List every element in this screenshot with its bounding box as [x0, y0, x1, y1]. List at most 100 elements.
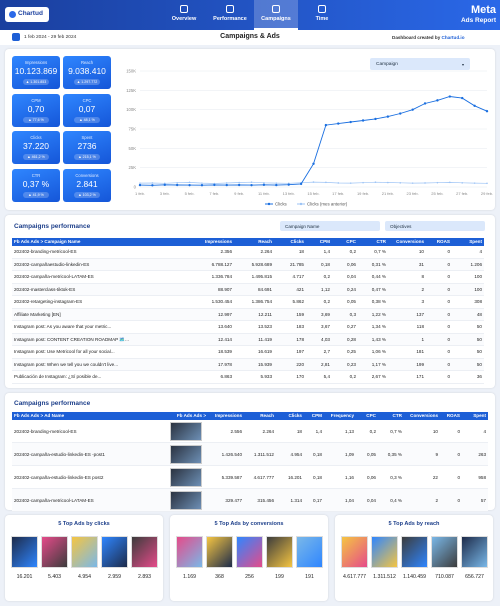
table-cell: 0: [447, 286, 450, 292]
campaign-dropdown[interactable]: [370, 58, 470, 70]
column-header[interactable]: Frequency: [324, 412, 356, 420]
calendar-icon[interactable]: [12, 33, 20, 41]
kpi-value: 37.220: [23, 141, 49, 151]
table-cell: 315.456: [257, 498, 274, 503]
data-point: [238, 181, 240, 184]
filter-label[interactable]: Campaign Name: [285, 224, 320, 229]
column-header[interactable]: CPM: [304, 412, 324, 420]
table-cell: 1,04: [345, 498, 354, 503]
row-bg: [12, 420, 488, 443]
table-cell: 1.386.754: [251, 299, 272, 304]
column-header[interactable]: ROAS: [426, 238, 452, 246]
credit-link[interactable]: Chartud.io: [441, 35, 465, 40]
tab-label[interactable]: Campaigns: [261, 16, 291, 22]
tab-icon: [180, 5, 188, 13]
table-cell: 0,2: [349, 374, 356, 379]
column-header[interactable]: CPM: [306, 238, 332, 246]
ad-thumbnail: [176, 536, 203, 568]
x-tick-label: 11 feb.: [258, 191, 270, 196]
row-name: 202402-campaña-estudio-linkedin-ES post2: [14, 475, 104, 480]
column-header[interactable]: Reach: [244, 412, 276, 420]
column-header[interactable]: Impressions: [190, 238, 234, 246]
toolbar: [0, 30, 500, 45]
table-cell: 1,09: [345, 452, 354, 457]
tab-label[interactable]: Overview: [171, 16, 197, 22]
table-cell: 0: [447, 261, 450, 267]
table-cell: 1,4: [323, 249, 330, 254]
table-cell: 0,06: [367, 475, 376, 480]
data-point: [448, 95, 452, 98]
column-header[interactable]: CTR: [358, 238, 388, 246]
table-cell: 4,03: [321, 336, 330, 342]
table-cell: 171: [416, 374, 424, 379]
ad-thumbnail: [170, 422, 202, 441]
kpi-label: Reach: [80, 60, 94, 65]
kpi-card: [63, 131, 111, 164]
row-name: Affiliate Marketing [EN]: [14, 311, 61, 317]
column-header[interactable]: Reach: [234, 238, 274, 246]
ad-value: 2.959: [108, 574, 121, 580]
logo-icon: [9, 11, 16, 18]
ad-thumbnail: [170, 468, 202, 487]
page-title: Campaigns & Ads: [220, 33, 280, 40]
column-header[interactable]: Fb Ads Ads > Campaign Name: [12, 238, 190, 246]
row-name: Instagram post: CONTENT CREATION ROADMAP…: [14, 336, 129, 342]
filter-dropdown[interactable]: [385, 221, 485, 231]
row-name: 202402-campaña-metricool-LATAM-ES: [14, 274, 94, 279]
ad-value: 5.403: [48, 574, 61, 580]
data-point: [263, 182, 265, 184]
ad-value: 368: [215, 574, 224, 580]
data-point: [399, 182, 402, 184]
data-point: [151, 184, 154, 187]
y-tick-label: 100K: [126, 107, 136, 112]
data-point: [337, 182, 340, 184]
table-cell: 13.523: [257, 324, 272, 329]
data-point: [299, 182, 303, 186]
column-header[interactable]: Spent: [452, 238, 484, 246]
dropdown-label[interactable]: Campaign: [376, 61, 398, 67]
table-cell: 5.933: [260, 374, 273, 379]
date-range[interactable]: 1 feb 2024 - 29 feb 2024: [24, 35, 77, 40]
kpi-value: 9.038.410: [68, 66, 106, 76]
column-header[interactable]: Clicks: [276, 412, 304, 420]
column-header[interactable]: Conversions: [388, 238, 426, 246]
data-point: [349, 182, 352, 184]
column-header[interactable]: Fb Ads Ads >: [164, 412, 208, 420]
table-cell: 0: [447, 311, 450, 317]
table-cell: 0: [457, 498, 460, 503]
column-header[interactable]: Conversions: [404, 412, 440, 420]
column-header[interactable]: CPC: [356, 412, 378, 420]
table-cell: 6.863: [220, 374, 233, 379]
column-header[interactable]: ROAS: [440, 412, 462, 420]
data-point: [436, 181, 439, 184]
card-title: 5 Top Ads by conversions: [214, 521, 284, 527]
x-tick-label: 27 feb.: [456, 191, 468, 196]
column-header[interactable]: Fb Ads Ads > Ad Name: [12, 412, 164, 420]
tab-label[interactable]: Time: [315, 16, 329, 22]
table-cell: 2.264: [262, 429, 275, 434]
kpi-label: Conversions: [75, 172, 99, 178]
ad-value: 4.617.777: [342, 574, 367, 580]
tab-label[interactable]: Performance: [213, 16, 247, 22]
row-name: 202402-retargeting-instagram-ES: [14, 299, 83, 304]
ad-thumbnail: [236, 536, 263, 568]
filter-label[interactable]: Objectives: [390, 224, 412, 229]
column-header[interactable]: CTR: [378, 412, 404, 420]
filter-dropdown[interactable]: [280, 221, 380, 231]
row-name: 202402-branding-metricool-ES: [14, 249, 77, 254]
table-cell: 0,17: [313, 498, 322, 503]
row-name: Instagram post: As you aware that your m…: [14, 324, 112, 329]
table-cell: 9: [435, 452, 438, 457]
table-cell: 57: [480, 498, 486, 503]
table-cell: 0: [457, 429, 460, 434]
column-header[interactable]: Impressions: [208, 412, 244, 420]
column-header[interactable]: Clicks: [274, 238, 306, 246]
row-bg: [12, 283, 484, 296]
table-cell: 0,18: [313, 475, 322, 480]
ad-value: 2.893: [138, 574, 151, 580]
table-cell: 0,31 %: [371, 261, 386, 267]
column-header[interactable]: Spent: [462, 412, 488, 420]
column-header[interactable]: CPC: [332, 238, 358, 246]
kpi-value: 10.123.869: [14, 66, 58, 76]
data-point: [486, 182, 488, 185]
